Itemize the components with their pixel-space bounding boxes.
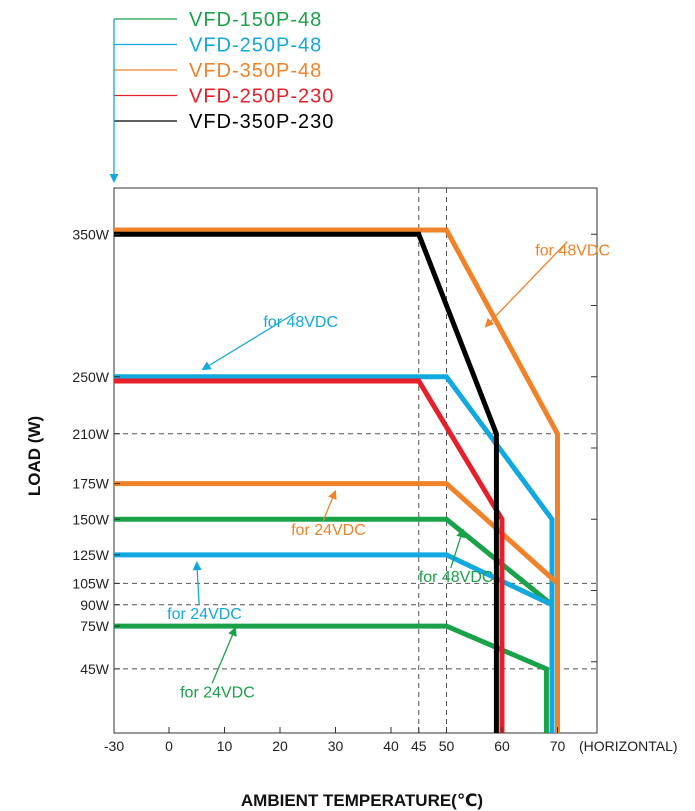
y-tick-label-150: 150W xyxy=(72,511,109,527)
annotation-arrow-0 xyxy=(484,241,568,328)
legend-label-vfd-150p-48: VFD-150P-48 xyxy=(189,9,322,31)
y-tick-label-125: 125W xyxy=(72,547,109,563)
legend: VFD-150P-48 VFD-250P-48 VFD-350P-48 VFD-250… xyxy=(109,9,334,183)
annotation-label-0: for 48VDC xyxy=(535,243,610,260)
y-tick-label-210: 210W xyxy=(72,426,109,442)
series-line-vfd-350p-230-7 xyxy=(114,231,499,733)
x-tick-label-60: 60 xyxy=(494,738,510,754)
annotation-arrow-2 xyxy=(322,489,337,522)
x-tick-label-70: 70 xyxy=(550,738,566,754)
y-tick-label-250: 250W xyxy=(72,369,109,385)
y-tick-label-45: 45W xyxy=(80,661,110,677)
x-tick-label-0: 0 xyxy=(165,738,173,754)
x-tick-label-10: 10 xyxy=(217,738,233,754)
annotation-arrow-5 xyxy=(211,626,237,684)
series-layer xyxy=(114,227,560,733)
series-line-vfd-250p-230-6 xyxy=(114,378,505,733)
x-tick-label--30: -30 xyxy=(104,738,124,754)
series-line-vfd-250p-48-2 xyxy=(114,374,555,733)
annotation-layer: for 48VDC for 48VDC for 24VDC for 48VDC for … xyxy=(167,241,610,701)
series-line-vfd-250p-48-3 xyxy=(114,552,554,608)
annotation-arrow-4 xyxy=(192,561,202,606)
annotation-arrow-1 xyxy=(201,312,296,371)
y-tick-label-350: 350W xyxy=(72,226,109,242)
x-axis-title: AMBIENT TEMPERATURE(℃) xyxy=(241,791,483,810)
x-axis-unit-label: (HORIZONTAL) xyxy=(579,738,678,754)
annotation-arrow-3 xyxy=(450,528,465,569)
y-tick-label-90: 90W xyxy=(80,597,110,613)
y-axis-ticks: 45W 75W 90W 105W 125W 150W 175W 210W 250W 350W xyxy=(72,226,120,677)
annotation-label-1: for 48VDC xyxy=(263,314,338,331)
legend-label-vfd-250p-48: VFD-250P-48 xyxy=(189,35,322,57)
y-tick-label-105: 105W xyxy=(72,575,109,591)
legend-label-vfd-250p-230: VFD-250P-230 xyxy=(189,86,334,108)
legend-label-vfd-350p-230: VFD-350P-230 xyxy=(189,111,334,133)
x-tick-label-50: 50 xyxy=(439,738,455,754)
plot-frame xyxy=(113,187,598,734)
x-tick-label-40: 40 xyxy=(383,738,399,754)
y-axis-title: LOAD (W) xyxy=(25,416,44,496)
annotation-label-4: for 24VDC xyxy=(167,606,242,623)
series-line-vfd-150p-48-1 xyxy=(114,623,549,733)
legend-label-vfd-350p-48: VFD-350P-48 xyxy=(189,60,322,82)
series-line-vfd-350p-48-5 xyxy=(114,481,560,586)
annotation-label-5: for 24VDC xyxy=(180,684,255,701)
y-tick-label-75: 75W xyxy=(80,618,110,634)
annotation-label-2: for 24VDC xyxy=(291,522,366,539)
y-tick-label-175: 175W xyxy=(72,476,109,492)
annotation-label-3: for 48VDC xyxy=(419,569,494,586)
x-tick-label-20: 20 xyxy=(272,738,288,754)
x-tick-label-30: 30 xyxy=(328,738,344,754)
reference-lines xyxy=(114,188,597,733)
x-axis-ticks: -30 0 10 20 30 40 45 50 60 70 xyxy=(104,727,566,754)
x-tick-label-45: 45 xyxy=(411,738,427,754)
